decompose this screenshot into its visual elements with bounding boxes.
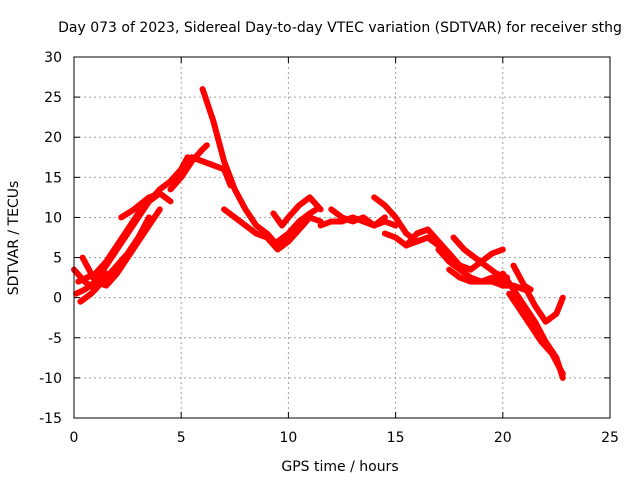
y-tick-label: -15 — [39, 411, 62, 427]
x-tick-label: 25 — [601, 430, 619, 446]
y-axis-label: SDTVAR / TECUs — [6, 181, 22, 296]
y-tick-label: 15 — [44, 170, 62, 186]
x-tick-label: 5 — [177, 430, 186, 446]
series-line-sat-track-22 — [506, 290, 566, 377]
y-tick-label: -5 — [48, 331, 62, 347]
series-line-sat-track-6 — [118, 190, 174, 221]
y-tick-label: 10 — [44, 210, 62, 226]
series-group — [71, 86, 566, 381]
series-line-sat-track-18 — [435, 246, 506, 285]
y-tick-label: 0 — [53, 291, 62, 307]
x-tick-label: 15 — [387, 430, 405, 446]
x-tick-label: 10 — [279, 430, 297, 446]
y-tick-label: 5 — [53, 251, 62, 267]
series-line-sat-track-24 — [521, 282, 534, 293]
series-line-sat-track-14 — [328, 206, 388, 229]
y-tick-label: -10 — [39, 371, 62, 387]
series-line-sat-track-17 — [403, 226, 506, 273]
y-tick-label: 30 — [44, 50, 62, 66]
x-axis-label: GPS time / hours — [281, 459, 398, 475]
y-tick-label: 25 — [44, 90, 62, 106]
series-line-sat-track-23 — [510, 262, 566, 325]
chart-title: Day 073 of 2023, Sidereal Day-to-day VTE… — [58, 20, 622, 36]
ticks: 0 5 10 15 20 25 -15 -10 -5 0 5 10 15 20 25 30 — [39, 50, 619, 446]
series-line-sat-track-12 — [274, 206, 320, 245]
plot-frame — [73, 56, 611, 419]
series-line-sat-track-11 — [270, 194, 324, 229]
y-tick-label: 20 — [44, 130, 62, 146]
x-tick-label: 20 — [494, 430, 512, 446]
series-line-sat-track-5 — [71, 266, 110, 293]
series-line-sat-track-20 — [450, 234, 511, 281]
x-tick-label: 0 — [70, 430, 79, 446]
series-line-sat-track-10 — [221, 206, 324, 253]
grid — [74, 57, 610, 418]
series-line-sat-track-7 — [167, 142, 210, 193]
